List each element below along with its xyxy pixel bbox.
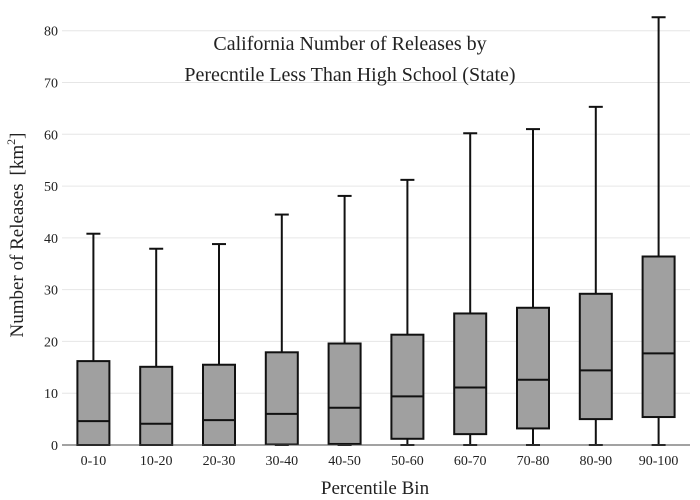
- grid-lines: [62, 30, 690, 394]
- box-plot-series: [76, 16, 676, 447]
- box-plot-70-80: [516, 128, 550, 446]
- box-iqr: [390, 333, 425, 440]
- box-iqr: [139, 365, 174, 446]
- chart-title-line-1: California Number of Releases by: [213, 33, 486, 55]
- y-axis-label: Number of Releases [km2]: [4, 133, 28, 338]
- y-tick-label: 0: [51, 439, 58, 454]
- x-tick-label: 10-20: [140, 454, 173, 469]
- box-plot-10-20: [139, 247, 174, 446]
- y-tick-label: 40: [44, 232, 58, 247]
- y-tick-label: 20: [44, 335, 58, 350]
- box-iqr: [202, 363, 236, 447]
- x-tick-label: 90-100: [639, 454, 679, 469]
- y-tick-label: 60: [44, 128, 58, 143]
- box-plot-60-70: [453, 132, 488, 446]
- box-plot-0-10: [76, 232, 111, 447]
- y-tick-labels: 0 10 20 30 40 50 60 70 80: [44, 25, 58, 454]
- y-axis-label-unit: [km: [7, 145, 28, 176]
- box-plot-30-40: [264, 213, 299, 446]
- x-axis-label: Percentile Bin: [321, 478, 430, 499]
- x-tick-label: 80-90: [579, 454, 612, 469]
- box-iqr: [453, 312, 488, 436]
- box-plot-50-60: [390, 178, 425, 446]
- box-plot-80-90: [578, 105, 613, 446]
- y-axis-label-unit-superscript: 2: [4, 139, 18, 145]
- x-tick-label: 30-40: [265, 454, 298, 469]
- y-tick-label: 30: [44, 284, 58, 299]
- x-tick-label: 0-10: [81, 454, 107, 469]
- y-tick-label: 70: [44, 77, 58, 92]
- y-tick-label: 50: [44, 180, 58, 195]
- x-tick-label: 70-80: [517, 454, 550, 469]
- x-tick-label: 50-60: [391, 454, 424, 469]
- y-tick-label: 10: [44, 387, 58, 402]
- box-iqr: [641, 255, 676, 419]
- x-tick-label: 20-30: [203, 454, 236, 469]
- y-tick-label: 80: [44, 25, 58, 40]
- box-plot-90-100: [641, 16, 676, 446]
- box-iqr: [578, 292, 613, 421]
- box-plot-40-50: [327, 194, 362, 446]
- box-iqr: [76, 360, 111, 447]
- box-plot-20-30: [202, 243, 236, 447]
- y-axis-label-text: Number of Releases: [7, 183, 28, 337]
- chart-title-line-2: Perecntile Less Than High School (State): [184, 64, 515, 86]
- x-tick-labels: 0-10 10-20 20-30 30-40 40-50 50-60 60-70 70-80 8…: [81, 454, 679, 469]
- box-iqr: [264, 351, 299, 446]
- y-axis-label-unit-close: ]: [7, 133, 28, 139]
- box-iqr: [327, 342, 362, 445]
- box-iqr: [516, 306, 550, 430]
- x-tick-label: 60-70: [454, 454, 487, 469]
- x-tick-label: 40-50: [328, 454, 361, 469]
